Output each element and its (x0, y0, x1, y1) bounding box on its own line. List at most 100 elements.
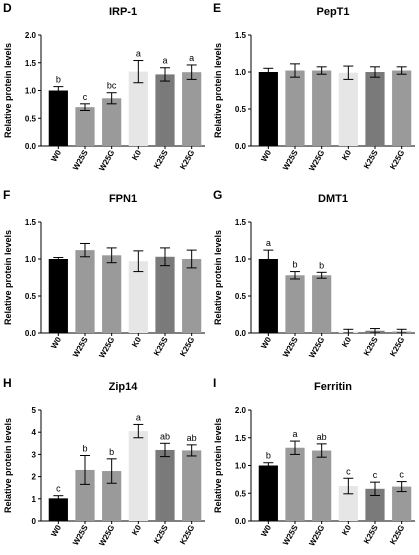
x-tick-label: W25S (71, 523, 90, 547)
bar-w25g (312, 450, 332, 521)
y-axis-label: Relative protein levels (213, 230, 223, 325)
y-tick-label: 1.5 (235, 434, 247, 443)
y-tick-label: 0.0 (235, 517, 247, 526)
significance-label: bc (107, 81, 117, 91)
significance-label: a (136, 49, 141, 59)
significance-label: c (346, 466, 351, 476)
x-tick-label: K0 (130, 335, 143, 349)
significance-label: b (56, 75, 61, 85)
y-tick-label: 1.0 (25, 255, 37, 264)
significance-label: ab (160, 431, 170, 441)
x-tick-label: W0 (49, 148, 63, 163)
bar-k25g (182, 259, 202, 333)
x-tick-label: K25S (152, 523, 170, 545)
x-tick-label: W25S (71, 148, 90, 172)
bar-k0 (128, 431, 148, 521)
bar-k25s (155, 256, 175, 333)
x-tick-label: K25S (362, 335, 380, 357)
bar-w25g (102, 255, 122, 333)
panel-letter: G (213, 188, 222, 202)
bar-k0 (338, 486, 358, 521)
chart-title: FPN1 (109, 193, 137, 205)
x-tick-label: K25G (178, 524, 196, 547)
x-tick-label: K25G (388, 336, 406, 359)
panel-letter: F (3, 188, 10, 202)
significance-label: a (189, 53, 194, 63)
significance-label: ab (187, 433, 197, 443)
significance-label: a (136, 412, 141, 422)
x-tick-label: W0 (49, 523, 63, 538)
y-tick-label: 1.0 (235, 68, 247, 77)
panel-i: I Ferritin Relative protein levels 0.0 0.5 1.… (213, 376, 415, 548)
x-tick-label: W25S (281, 148, 300, 172)
y-tick-label: 1.5 (235, 31, 247, 40)
x-tick-label: K25G (178, 149, 196, 172)
x-tick-label: W25G (97, 149, 116, 173)
x-tick-label: W25S (281, 335, 300, 359)
bar-k25s (365, 488, 385, 521)
x-tick-label: K25S (362, 523, 380, 545)
y-axis-label: Relative protein levels (3, 230, 13, 325)
y-tick-label: 0.5 (235, 292, 247, 301)
x-tick-label: W0 (259, 523, 273, 538)
significance-label: b (292, 260, 297, 270)
y-tick-label: 1.0 (25, 87, 37, 96)
y-tick-label: 1.5 (25, 218, 37, 227)
bar-w25g (312, 275, 332, 333)
chart-title: Ferritin (314, 381, 352, 393)
bar-w0 (48, 498, 68, 521)
y-tick-label: 0 (32, 517, 37, 526)
panel-e: E PepT1 Relative protein levels 0.0 0.5 1.0 1.… (213, 1, 415, 173)
y-tick-label: 1.0 (235, 255, 247, 264)
bar-k25s (365, 72, 385, 146)
y-tick-label: 1.5 (25, 59, 37, 68)
significance-label: a (162, 56, 167, 66)
y-axis-label: Relative protein levels (213, 43, 223, 138)
significance-label: a (266, 238, 271, 248)
x-tick-label: K25S (152, 335, 170, 357)
bar-w25s (75, 469, 95, 521)
x-tick-label: W25S (71, 335, 90, 359)
y-tick-label: 2.0 (25, 31, 37, 40)
bar-k25g (182, 72, 202, 146)
y-tick-label: 3 (32, 450, 37, 459)
y-tick-label: 0.5 (235, 105, 247, 114)
y-tick-label: 5 (32, 406, 37, 415)
bar-w25s (285, 447, 305, 521)
bar-k0 (128, 71, 148, 146)
x-tick-label: W25S (281, 523, 300, 547)
panel-g: G DMT1 Relative protein levels 0.0 0.5 1.0 1.5… (213, 188, 415, 360)
x-tick-label: K0 (130, 148, 143, 162)
y-tick-label: 0.0 (25, 329, 37, 338)
x-tick-label: W0 (49, 335, 63, 350)
x-tick-label: W25G (307, 336, 326, 360)
bar-w0 (258, 465, 278, 521)
y-axis-label: Relative protein levels (3, 418, 13, 513)
bar-w25s (285, 70, 305, 146)
significance-label: c (399, 470, 404, 480)
bar-k0 (338, 72, 358, 146)
bar-w25s (75, 107, 95, 146)
bar-w25g (102, 98, 122, 146)
x-tick-label: K25S (362, 148, 380, 170)
y-tick-label: 2 (32, 473, 37, 482)
bar-w0 (48, 90, 68, 146)
chart-title: Zip14 (109, 381, 139, 393)
bar-k25g (392, 70, 412, 146)
x-tick-label: W25G (97, 524, 116, 548)
bar-k25g (392, 486, 412, 521)
bar-w25g (312, 70, 332, 146)
panel-f: F FPN1 Relative protein levels 0.0 0.5 1.0 1.5… (3, 188, 205, 360)
panel-letter: H (3, 376, 12, 390)
y-tick-label: 0.0 (25, 142, 37, 151)
panel-letter: D (3, 1, 12, 15)
panel-d: D IRP-1 Relative protein levels 0.0 0.5 1.0 1.… (3, 1, 205, 173)
panel-letter: E (213, 1, 221, 15)
bar-k25g (182, 450, 202, 521)
x-tick-label: K25G (388, 524, 406, 547)
x-tick-label: K0 (340, 148, 353, 162)
bar-w0 (258, 259, 278, 333)
y-tick-label: 0.5 (235, 489, 247, 498)
